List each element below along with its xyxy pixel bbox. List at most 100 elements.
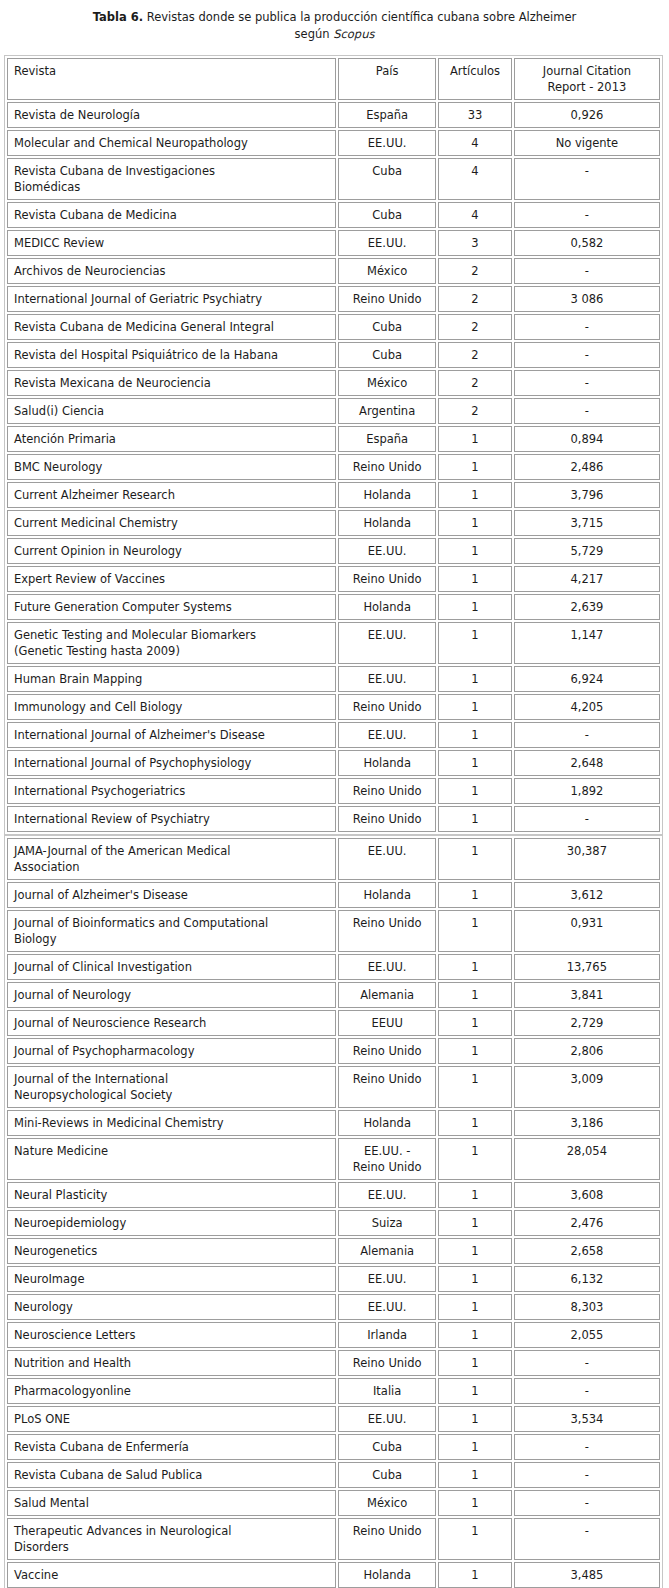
- country-cell: EE.UU. - Reino Unido: [338, 1138, 436, 1180]
- journal-cell: Human Brain Mapping: [7, 666, 336, 692]
- country-cell: Holanda: [338, 882, 436, 908]
- journal-cell: Mini-Reviews in Medicinal Chemistry: [7, 1110, 336, 1136]
- articles-count-cell: 1: [438, 750, 512, 776]
- journal-cell: Neural Plasticity: [7, 1182, 336, 1208]
- table-row: International Journal of Alzheimer's Dis…: [7, 722, 660, 748]
- articles-count-cell: 1: [438, 622, 512, 664]
- journal-cell: Pharmacologyonline: [7, 1378, 336, 1404]
- country-cell: EE.UU.: [338, 954, 436, 980]
- table-row: Journal of the International Neuropsycho…: [7, 1066, 660, 1108]
- jcr-value-cell: 3,841: [514, 982, 660, 1008]
- jcr-value-cell: 8,303: [514, 1294, 660, 1320]
- jcr-value-cell: -: [514, 314, 660, 340]
- jcr-value-cell: 3,612: [514, 882, 660, 908]
- country-cell: Holanda: [338, 1562, 436, 1588]
- jcr-value-cell: 3,715: [514, 510, 660, 536]
- jcr-value-cell: 3,186: [514, 1110, 660, 1136]
- journal-cell: Vaccine: [7, 1562, 336, 1588]
- journal-cell: International Journal of Geriatric Psych…: [7, 286, 336, 312]
- journal-cell: Journal of Neurology: [7, 982, 336, 1008]
- jcr-value-cell: -: [514, 1434, 660, 1460]
- articles-count-cell: 33: [438, 102, 512, 128]
- journal-cell: Revista del Hospital Psiquiátrico de la …: [7, 342, 336, 368]
- journal-cell: NeuroImage: [7, 1266, 336, 1292]
- table-row: International Journal of Psychophysiolog…: [7, 750, 660, 776]
- table-row: Molecular and Chemical NeuropathologyEE.…: [7, 130, 660, 156]
- jcr-value-cell: 13,765: [514, 954, 660, 980]
- articles-count-cell: 2: [438, 286, 512, 312]
- table-row: Current Alzheimer ResearchHolanda13,796: [7, 482, 660, 508]
- country-cell: Cuba: [338, 158, 436, 200]
- jcr-value-cell: 5,729: [514, 538, 660, 564]
- caption-text: Revistas donde se publica la producción …: [147, 10, 577, 24]
- journal-cell: Neurogenetics: [7, 1238, 336, 1264]
- country-cell: Irlanda: [338, 1322, 436, 1348]
- table-row: MEDICC ReviewEE.UU.30,582: [7, 230, 660, 256]
- table-row: International PsychogeriatricsReino Unid…: [7, 778, 660, 804]
- table-row: NeuroImageEE.UU.16,132: [7, 1266, 660, 1292]
- articles-count-cell: 1: [438, 666, 512, 692]
- articles-count-cell: 4: [438, 130, 512, 156]
- country-cell: Alemania: [338, 1238, 436, 1264]
- table-row: Revista de NeurologíaEspaña330,926: [7, 102, 660, 128]
- table-row: Atención PrimariaEspaña10,894: [7, 426, 660, 452]
- header-jcr: Journal Citation Report - 2013: [514, 58, 660, 100]
- articles-count-cell: 1: [438, 882, 512, 908]
- table-row: Salud MentalMéxico1-: [7, 1490, 660, 1516]
- articles-count-cell: 1: [438, 838, 512, 880]
- articles-count-cell: 2: [438, 342, 512, 368]
- jcr-value-cell: -: [514, 398, 660, 424]
- journal-cell: Neuroepidemiology: [7, 1210, 336, 1236]
- country-cell: Reino Unido: [338, 1066, 436, 1108]
- article-page: Tabla 6. Revistas donde se publica la pr…: [0, 0, 669, 1588]
- articles-count-cell: 4: [438, 202, 512, 228]
- country-cell: Cuba: [338, 202, 436, 228]
- jcr-value-cell: 0,926: [514, 102, 660, 128]
- country-cell: Reino Unido: [338, 1038, 436, 1064]
- country-cell: Holanda: [338, 750, 436, 776]
- jcr-value-cell: No vigente: [514, 130, 660, 156]
- country-cell: Reino Unido: [338, 806, 436, 832]
- table-row: Therapeutic Advances in Neurological Dis…: [7, 1518, 660, 1560]
- articles-count-cell: 1: [438, 694, 512, 720]
- jcr-value-cell: 30,387: [514, 838, 660, 880]
- journal-cell: Revista Cubana de Medicina: [7, 202, 336, 228]
- jcr-value-cell: 2,729: [514, 1010, 660, 1036]
- country-cell: Cuba: [338, 1434, 436, 1460]
- table-row: Revista Mexicana de NeurocienciaMéxico2-: [7, 370, 660, 396]
- journal-cell: Neuroscience Letters: [7, 1322, 336, 1348]
- table-row: Revista Cubana de Medicina General Integ…: [7, 314, 660, 340]
- country-cell: EE.UU.: [338, 838, 436, 880]
- jcr-value-cell: 2,476: [514, 1210, 660, 1236]
- articles-count-cell: 1: [438, 1138, 512, 1180]
- articles-count-cell: 1: [438, 1110, 512, 1136]
- journal-cell: Journal of Bioinformatics and Computatio…: [7, 910, 336, 952]
- table-row: Revista Cubana de Salud PublicaCuba1-: [7, 1462, 660, 1488]
- jcr-value-cell: -: [514, 1462, 660, 1488]
- table-row: Revista Cubana de MedicinaCuba4-: [7, 202, 660, 228]
- country-cell: EEUU: [338, 1010, 436, 1036]
- header-pais: País: [338, 58, 436, 100]
- jcr-value-cell: 0,931: [514, 910, 660, 952]
- table-row: Revista del Hospital Psiquiátrico de la …: [7, 342, 660, 368]
- table-row: NeurogeneticsAlemania12,658: [7, 1238, 660, 1264]
- journal-cell: Revista Cubana de Salud Publica: [7, 1462, 336, 1488]
- table-row: BMC NeurologyReino Unido12,486: [7, 454, 660, 480]
- table-row: Neural PlasticityEE.UU.13,608: [7, 1182, 660, 1208]
- table-row: Journal of Bioinformatics and Computatio…: [7, 910, 660, 952]
- country-cell: Cuba: [338, 342, 436, 368]
- table-row: Human Brain MappingEE.UU.16,924: [7, 666, 660, 692]
- journal-cell: Revista Cubana de Enfermería: [7, 1434, 336, 1460]
- jcr-value-cell: -: [514, 806, 660, 832]
- journal-cell: Immunology and Cell Biology: [7, 694, 336, 720]
- table-row: Journal of Neuroscience ResearchEEUU12,7…: [7, 1010, 660, 1036]
- jcr-value-cell: -: [514, 1490, 660, 1516]
- journal-cell: Journal of Alzheimer's Disease: [7, 882, 336, 908]
- journals-table-part-1: Revista País Artículos Journal Citation …: [4, 55, 663, 835]
- caption-label: Tabla 6.: [93, 10, 143, 24]
- jcr-value-cell: -: [514, 1518, 660, 1560]
- table-row: Immunology and Cell BiologyReino Unido14…: [7, 694, 660, 720]
- journal-cell: Revista de Neurología: [7, 102, 336, 128]
- jcr-value-cell: 4,217: [514, 566, 660, 592]
- country-cell: Italia: [338, 1378, 436, 1404]
